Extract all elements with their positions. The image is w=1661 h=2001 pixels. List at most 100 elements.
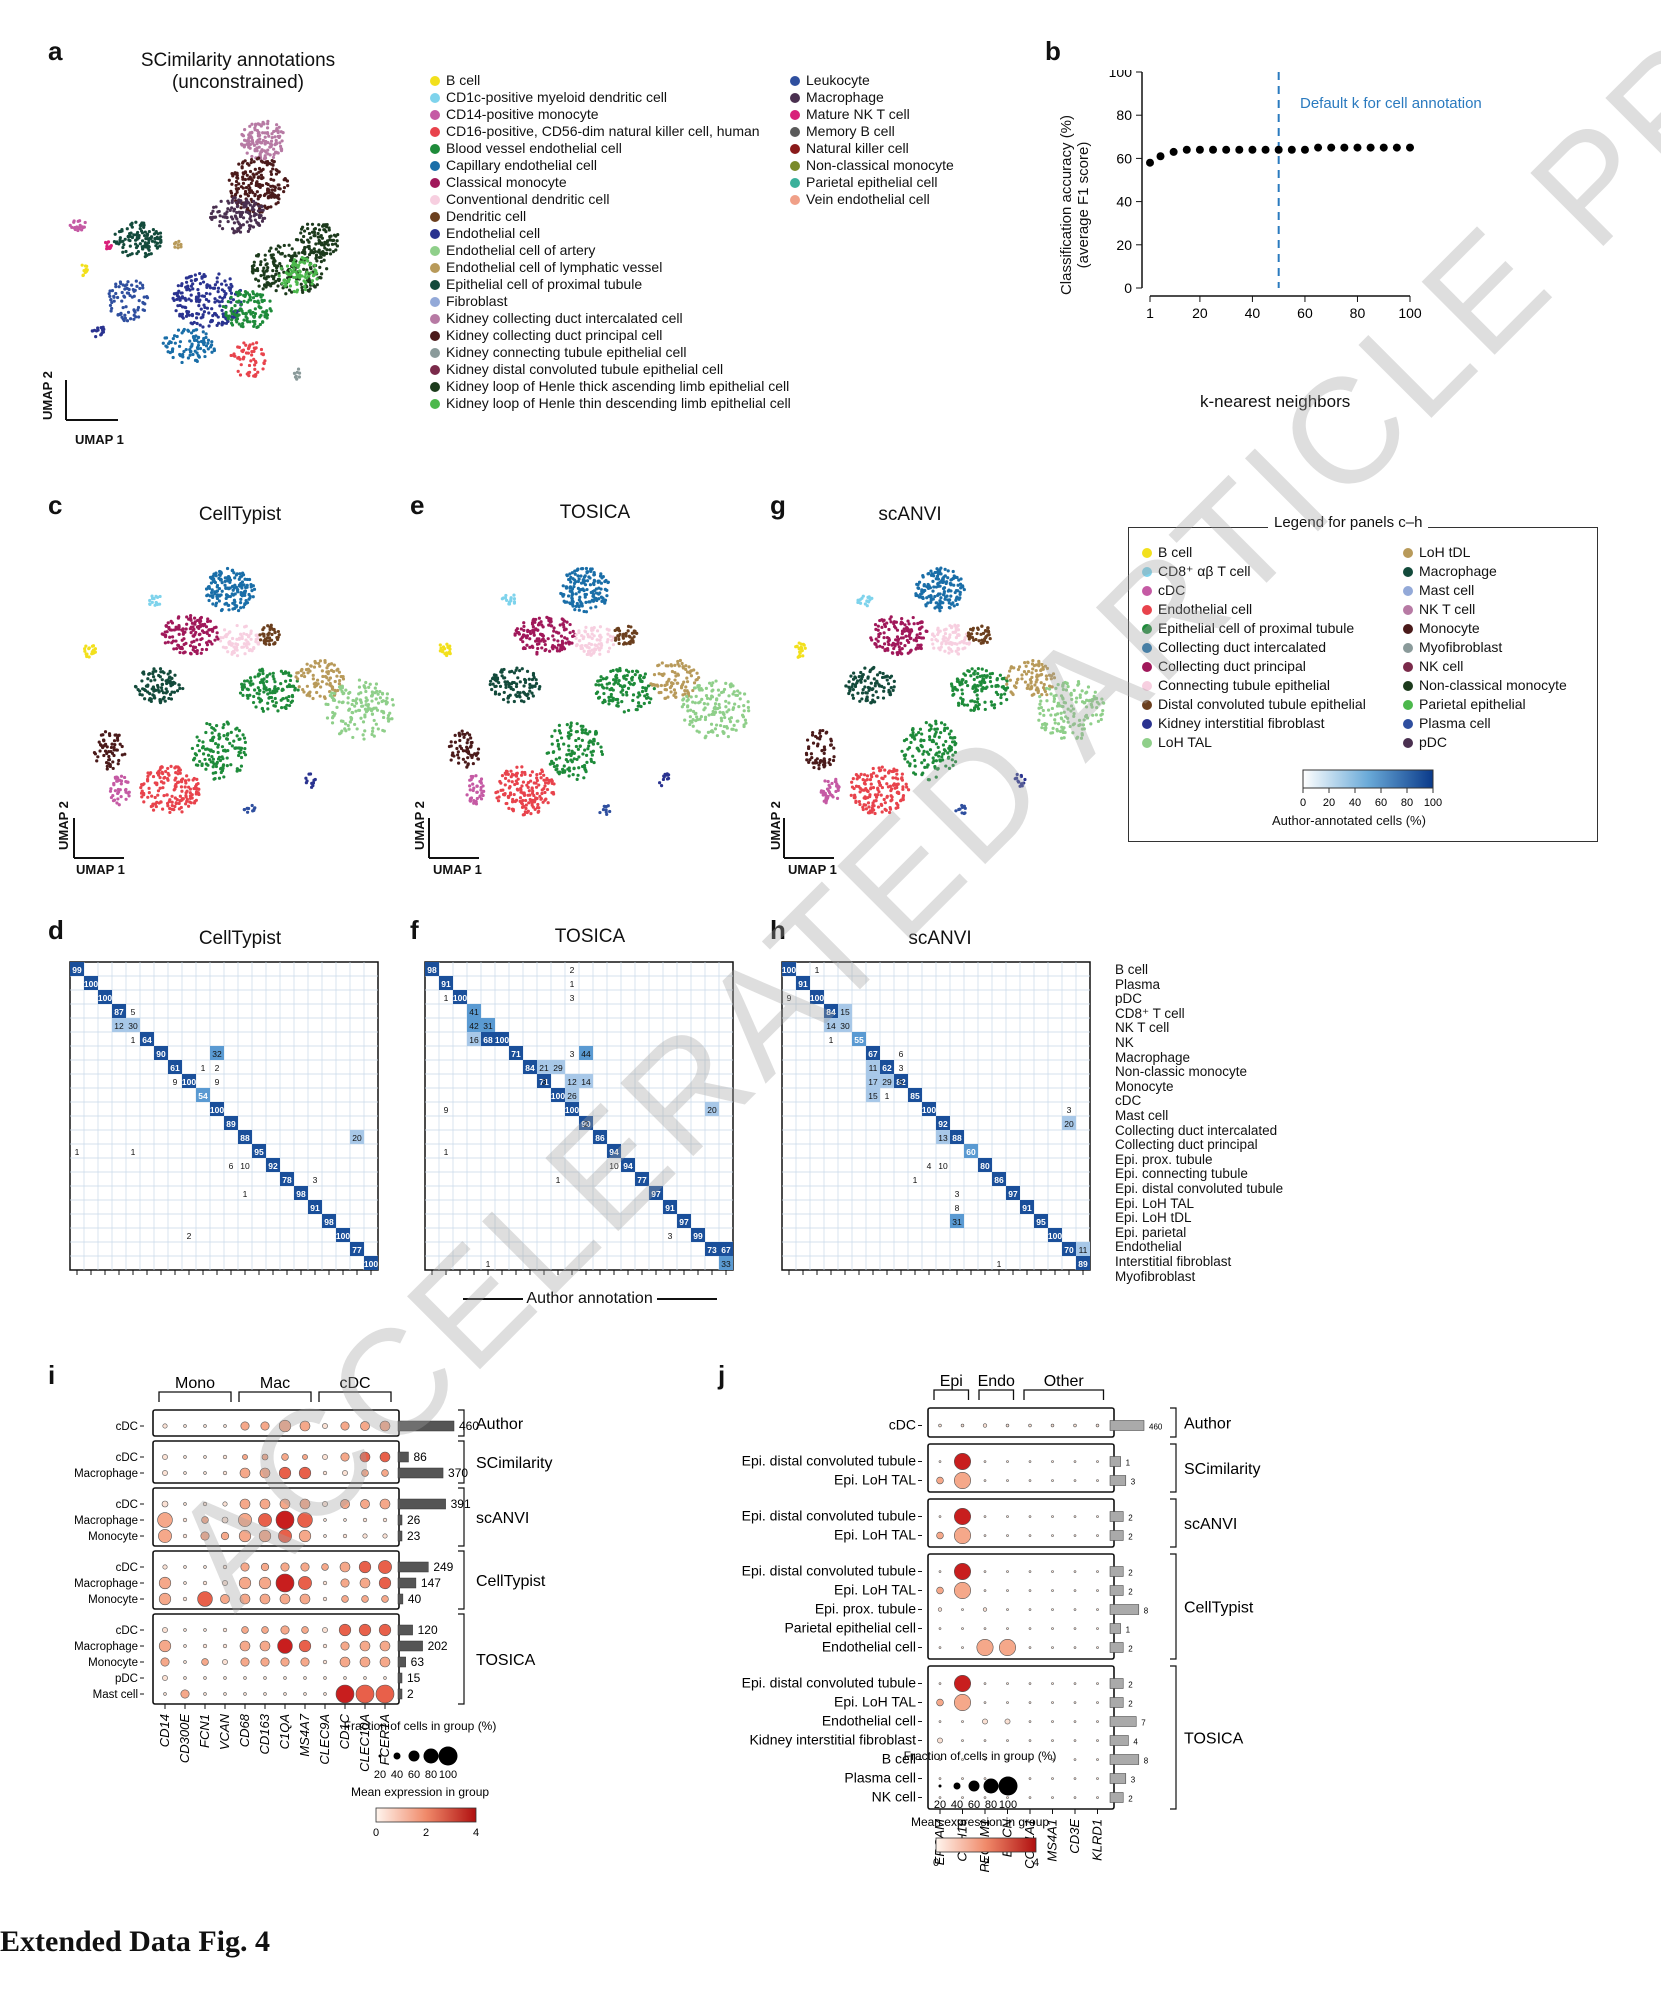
umap-point — [926, 572, 930, 576]
umap-point — [592, 634, 596, 638]
umap-point — [613, 678, 617, 682]
umap-point — [176, 626, 180, 630]
umap-point — [181, 352, 185, 357]
umap-point — [590, 648, 594, 652]
umap-point — [600, 752, 605, 756]
umap-point — [601, 677, 605, 681]
umap-point — [979, 632, 983, 636]
umap-point — [216, 290, 220, 294]
umap-point — [378, 696, 382, 700]
umap-point — [204, 747, 208, 751]
umap-point — [155, 595, 160, 600]
umap-point — [165, 345, 169, 349]
umap-point — [158, 594, 162, 599]
umap-point — [221, 296, 225, 301]
umap-point — [239, 606, 243, 610]
umap-point — [711, 688, 715, 692]
umap-point — [110, 300, 114, 305]
umap-point — [457, 756, 461, 760]
umap-point — [350, 702, 354, 707]
umap-point — [357, 708, 361, 712]
umap-point — [149, 679, 153, 683]
umap-point — [691, 688, 695, 693]
umap-point — [273, 135, 277, 139]
umap-point — [142, 791, 146, 796]
umap-point — [245, 687, 249, 691]
umap-point — [291, 269, 295, 274]
umap-point — [938, 648, 942, 652]
umap-point — [143, 241, 147, 245]
umap-point — [142, 800, 146, 804]
umap-point — [691, 700, 695, 704]
umap-point — [235, 588, 240, 592]
umap-point — [252, 263, 256, 268]
umap-point — [234, 645, 239, 650]
umap-point — [456, 753, 460, 757]
umap-point — [136, 230, 140, 235]
umap-point — [261, 287, 265, 291]
umap-point — [265, 126, 270, 130]
umap-point — [951, 569, 955, 574]
umap-point — [510, 669, 514, 673]
umap-point — [184, 305, 188, 310]
umap-point — [577, 755, 581, 759]
umap-point — [280, 688, 284, 692]
umap-point — [306, 259, 310, 263]
umap-point — [266, 624, 270, 628]
umap-point — [231, 217, 235, 221]
umap-point — [742, 709, 746, 713]
umap-point — [216, 210, 220, 214]
umap-point — [267, 696, 271, 700]
umap-point — [328, 676, 333, 680]
umap-point — [282, 186, 287, 190]
umap-point — [634, 707, 638, 712]
umap-point — [135, 244, 140, 248]
umap-point — [268, 691, 272, 695]
umap-point — [245, 151, 249, 155]
umap-point — [528, 773, 532, 777]
umap-point — [333, 679, 337, 684]
umap-point — [503, 680, 507, 684]
umap-point — [461, 757, 465, 761]
umap-point — [111, 760, 115, 764]
umap-point — [368, 707, 372, 711]
umap-point — [575, 601, 579, 606]
umap-point — [528, 645, 532, 649]
umap-point — [489, 679, 493, 683]
umap-point — [643, 694, 647, 698]
umap-point — [372, 734, 376, 738]
umap-point — [364, 689, 368, 694]
umap-point — [376, 701, 381, 705]
umap-point — [525, 783, 529, 787]
umap-point — [173, 796, 177, 800]
umap-point — [277, 633, 281, 637]
umap-point — [553, 729, 557, 733]
umap-point — [583, 629, 587, 633]
umap-point — [361, 720, 366, 724]
umap-point — [159, 800, 163, 804]
umap-point — [312, 247, 316, 251]
umap-point — [230, 227, 235, 231]
umap-point — [255, 190, 259, 194]
umap-point — [515, 771, 519, 775]
umap-point — [494, 791, 498, 795]
umap-point — [224, 212, 228, 216]
umap-point — [474, 774, 478, 778]
umap-point — [621, 693, 625, 697]
umap-point — [241, 348, 246, 352]
umap-point — [344, 688, 348, 692]
umap-point — [184, 802, 188, 806]
umap-point — [348, 720, 352, 724]
umap-point — [519, 699, 524, 703]
umap-point — [236, 369, 240, 373]
umap-point — [513, 799, 517, 804]
umap-point — [254, 201, 258, 205]
umap-point — [196, 343, 201, 348]
umap-point — [122, 295, 127, 299]
umap-point — [336, 667, 340, 671]
umap-point — [172, 647, 176, 651]
umap-point — [133, 310, 137, 314]
umap-point — [552, 750, 556, 754]
umap-point — [224, 321, 229, 325]
umap-point — [275, 637, 280, 642]
